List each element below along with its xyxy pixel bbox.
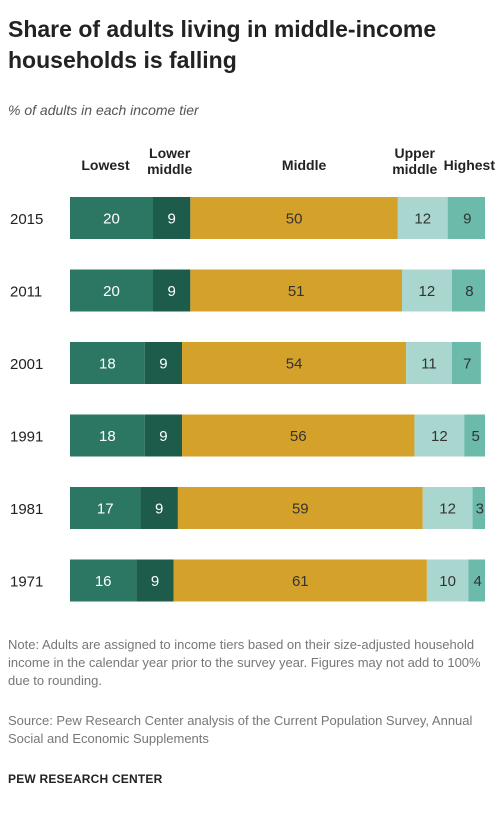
data-label-middle-1971: 61 — [292, 573, 309, 590]
legend-label-lower-middle-line2: middle — [147, 161, 192, 177]
bar-segment-lowest-1991 — [70, 414, 145, 457]
data-label-highest-1981: 3 — [476, 501, 484, 518]
data-label-lowest-1991: 18 — [99, 428, 116, 445]
year-label-1991: 1991 — [10, 429, 43, 446]
bar-segment-lowest-2011 — [70, 269, 153, 312]
publisher-footer: PEW RESEARCH CENTER — [8, 772, 163, 786]
data-label-middle-1991: 56 — [290, 428, 307, 445]
legend-label-upper-middle-line2: middle — [392, 161, 437, 177]
year-label-2001: 2001 — [10, 356, 43, 373]
bar-segment-middle-2001 — [182, 342, 407, 384]
data-label-lower-middle-1971: 9 — [151, 573, 159, 590]
bar-segment-lower-middle-1981 — [140, 487, 178, 529]
bar-segment-middle-1991 — [182, 414, 415, 457]
bar-segment-lowest-2001 — [70, 342, 145, 384]
bar-segment-upper-middle-2001 — [406, 342, 452, 384]
legend-label-lower-middle-line1: Lower — [149, 145, 191, 161]
data-label-middle-2015: 50 — [286, 211, 303, 228]
legend-label-lowest: Lowest — [81, 157, 130, 173]
bar-segment-middle-1981 — [177, 487, 423, 529]
year-label-1971: 1971 — [10, 574, 43, 591]
legend-label-middle: Middle — [282, 157, 327, 173]
data-label-highest-1971: 4 — [474, 573, 482, 590]
bar-segment-lower-middle-2015 — [153, 197, 191, 239]
chart-source: Source: Pew Research Center analysis of … — [8, 713, 473, 746]
data-label-lowest-2011: 20 — [103, 283, 120, 300]
data-label-highest-2001: 7 — [463, 356, 471, 373]
data-label-middle-1981: 59 — [292, 501, 309, 518]
data-label-upper-middle-2001: 11 — [421, 356, 437, 373]
bar-segment-upper-middle-1991 — [414, 414, 465, 457]
data-label-lower-middle-2001: 9 — [159, 356, 167, 373]
year-label-2015: 2015 — [10, 211, 43, 228]
bar-segment-highest-1991 — [464, 414, 485, 457]
year-label-1981: 1981 — [10, 501, 43, 518]
data-label-highest-2011: 8 — [465, 283, 473, 300]
bar-segment-middle-2015 — [190, 197, 398, 239]
bar-segment-highest-2011 — [451, 269, 485, 312]
bar-segment-lowest-1981 — [70, 487, 141, 529]
data-label-lower-middle-2015: 9 — [168, 211, 176, 228]
bar-segment-middle-1971 — [173, 559, 427, 602]
bar-segment-lower-middle-2001 — [144, 342, 183, 384]
data-label-lowest-2015: 20 — [103, 211, 120, 228]
bar-segment-lower-middle-1971 — [136, 559, 174, 602]
data-label-lowest-1981: 17 — [97, 501, 114, 518]
data-label-lower-middle-1981: 9 — [155, 501, 163, 518]
bar-segment-lowest-1971 — [70, 559, 137, 602]
bar-segment-highest-1971 — [468, 559, 485, 602]
legend-label-upper-middle-line1: Upper — [395, 145, 436, 161]
data-label-middle-2011: 51 — [288, 283, 305, 300]
bar-segment-lower-middle-1991 — [144, 414, 183, 457]
data-label-upper-middle-2015: 12 — [414, 211, 431, 228]
chart-title: Share of adults living in middle-income … — [8, 16, 437, 73]
bar-segment-middle-2011 — [190, 269, 402, 312]
data-label-middle-2001: 54 — [286, 356, 303, 373]
data-label-highest-1991: 5 — [471, 428, 479, 445]
data-label-lower-middle-2011: 9 — [168, 283, 176, 300]
bar-segment-upper-middle-2011 — [402, 269, 452, 312]
bar-segment-lowest-2015 — [70, 197, 153, 239]
data-label-highest-2015: 9 — [463, 211, 471, 228]
legend-label-highest: Highest — [444, 157, 496, 173]
year-label-2011: 2011 — [10, 284, 42, 301]
chart-subtitle: % of adults in each income tier — [8, 102, 199, 118]
bar-segment-upper-middle-1971 — [426, 559, 469, 602]
data-label-lower-middle-1991: 9 — [159, 428, 167, 445]
bar-segment-lower-middle-2011 — [153, 269, 191, 312]
data-label-upper-middle-1991: 12 — [431, 428, 448, 445]
data-label-upper-middle-1971: 10 — [439, 573, 456, 590]
data-label-lowest-2001: 18 — [99, 356, 116, 373]
bar-segment-upper-middle-2015 — [397, 197, 448, 239]
chart-note: Note: Adults are assigned to income tier… — [8, 637, 481, 688]
data-label-upper-middle-2011: 12 — [419, 283, 436, 300]
bar-segment-highest-2001 — [451, 342, 481, 384]
bar-segment-highest-2015 — [447, 197, 485, 239]
data-label-lowest-1971: 16 — [95, 573, 112, 590]
data-label-upper-middle-1981: 12 — [439, 501, 456, 518]
bar-segment-upper-middle-1981 — [422, 487, 473, 529]
bar-segment-highest-1981 — [472, 487, 485, 529]
